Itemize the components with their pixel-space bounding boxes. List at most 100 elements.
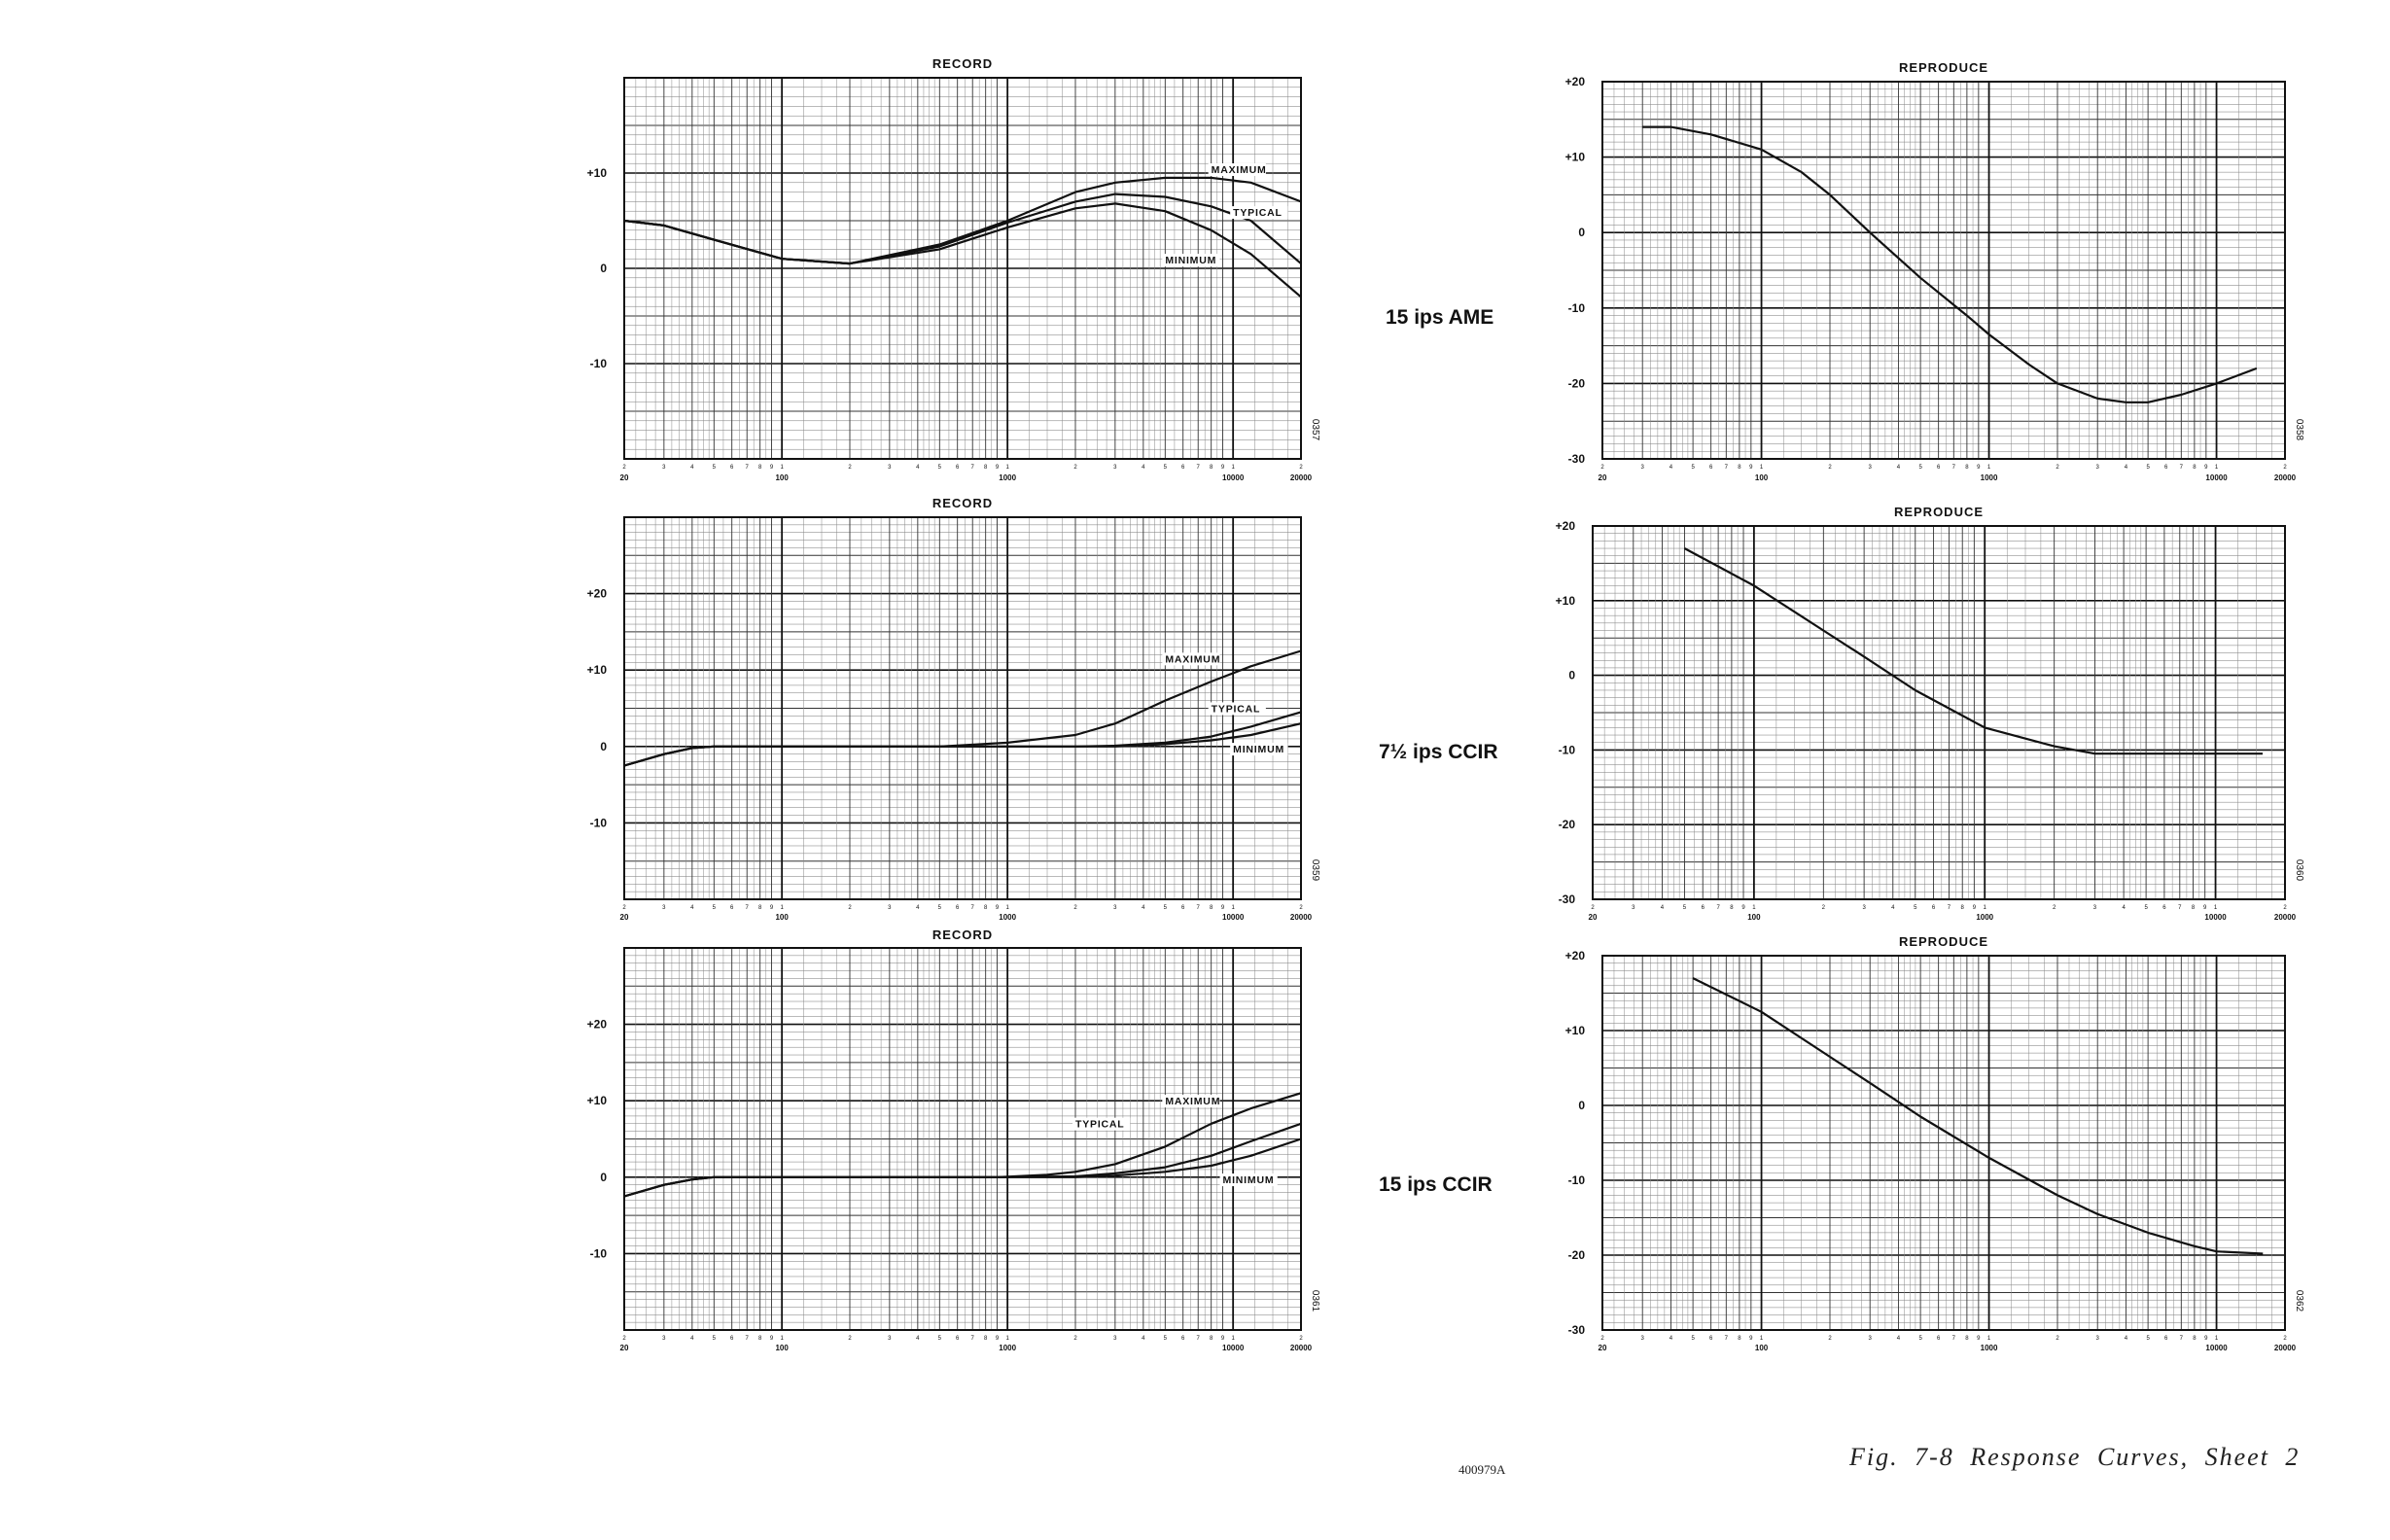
x-multiplier-label: 2 [622, 465, 626, 471]
x-multiplier-label: 4 [916, 905, 920, 911]
x-multiplier-label: 1 [2214, 905, 2218, 911]
x-multiplier-label: 2 [848, 1336, 852, 1342]
x-multiplier-label: 5 [1164, 1336, 1168, 1342]
x-multiplier-label: 9 [1749, 465, 1753, 471]
speed-label-row-1: 15 ips AME [1386, 306, 1494, 329]
x-multiplier-label: 7 [971, 1336, 975, 1342]
x-multiplier-label: 8 [984, 465, 988, 471]
x-tick-label: 100 [775, 913, 789, 922]
grid [1592, 525, 2286, 900]
x-multiplier-label: 5 [1914, 905, 1917, 911]
x-multiplier-label: 1 [1231, 905, 1235, 911]
y-tick-label: -10 [590, 1246, 608, 1260]
x-multiplier-label: 9 [996, 1336, 1000, 1342]
x-multiplier-label: 3 [2096, 465, 2100, 471]
x-multiplier-label: 1 [1231, 465, 1235, 471]
grid [623, 77, 1302, 460]
x-multiplier-label: 2 [1299, 1336, 1303, 1342]
x-tick-label: 100 [775, 1344, 789, 1352]
x-tick-label: 100 [1747, 913, 1761, 922]
series-line-response [1683, 547, 2263, 755]
x-tick-label: 20 [1589, 913, 1598, 922]
x-multiplier-label: 4 [1891, 905, 1895, 911]
x-multiplier-label: 1 [2215, 465, 2219, 471]
y-tick-label: 0 [1578, 226, 1585, 239]
plot-frame [1601, 81, 2286, 460]
series-line-typical [623, 192, 1302, 265]
plot-code: 0359 [1310, 859, 1320, 882]
x-tick-label: 10000 [1222, 473, 1245, 482]
x-multiplier-label: 8 [1738, 1336, 1741, 1342]
x-multiplier-label: 6 [1709, 465, 1713, 471]
x-multiplier-label: 7 [1716, 905, 1720, 911]
x-multiplier-label: 6 [1181, 905, 1185, 911]
x-multiplier-label: 4 [690, 905, 694, 911]
x-multiplier-label: 5 [713, 465, 717, 471]
x-multiplier-label: 2 [1299, 905, 1303, 911]
plot-code: 0358 [2294, 419, 2304, 441]
x-tick-label: 100 [1755, 1344, 1769, 1352]
x-multiplier-label: 7 [1725, 465, 1729, 471]
x-tick-label: 1000 [1976, 913, 1993, 922]
x-multiplier-label: 4 [690, 465, 694, 471]
x-tick-label: 20000 [2274, 913, 2297, 922]
x-multiplier-label: 2 [1073, 465, 1077, 471]
x-tick-label: 20 [620, 473, 629, 482]
x-multiplier-label: 5 [1691, 1336, 1695, 1342]
x-multiplier-label: 4 [2125, 465, 2128, 471]
grid [623, 947, 1302, 1331]
x-multiplier-label: 2 [1299, 465, 1303, 471]
x-multiplier-label: 6 [1181, 1336, 1185, 1342]
x-multiplier-label: 3 [1641, 1336, 1645, 1342]
series-line-minimum [623, 202, 1302, 298]
y-tick-label: -10 [1559, 743, 1576, 756]
x-multiplier-label: 1 [1987, 1336, 1991, 1342]
x-multiplier-label: 4 [1897, 465, 1901, 471]
x-multiplier-label: 4 [2122, 905, 2126, 911]
series-line-response [1642, 125, 2258, 403]
x-multiplier-label: 7 [1948, 905, 1951, 911]
x-multiplier-label: 3 [2093, 905, 2097, 911]
figure-caption: Fig. 7-8 Response Curves, Sheet 2 [1849, 1443, 2301, 1471]
y-tick-label: -20 [1568, 376, 1586, 390]
x-multiplier-label: 6 [1709, 1336, 1713, 1342]
x-multiplier-label: 1 [1987, 465, 1991, 471]
curve-label: TYPICAL [1075, 1119, 1125, 1131]
chart-title: RECORD [932, 56, 993, 71]
x-multiplier-label: 4 [916, 465, 920, 471]
y-tick-label: 0 [1578, 1099, 1585, 1112]
x-tick-label: 1000 [999, 913, 1016, 922]
chart-4: REPRODUCE +20 +10 0 -10 -20 -30 3 4 5 6 7 8 9 1 2 3 4 5 6 7 8… [1556, 505, 2304, 922]
x-multiplier-label: 1 [780, 465, 784, 471]
chart-2: REPRODUCE+20+100-10-20-303 4 5 6 7 8 9 1 2 3 4 5 6 7 8… [1565, 60, 2304, 482]
x-multiplier-label: 5 [1164, 465, 1168, 471]
x-multiplier-label: 3 [888, 465, 892, 471]
curve-label: TYPICAL [1233, 207, 1283, 219]
x-multiplier-label: 9 [1221, 465, 1225, 471]
x-multiplier-label: 6 [956, 1336, 960, 1342]
y-tick-label: +10 [1565, 1024, 1586, 1037]
chart-title: RECORD [932, 928, 993, 942]
x-multiplier-label: 8 [984, 905, 988, 911]
y-tick-label: -10 [1568, 301, 1586, 315]
x-multiplier-label: 7 [1197, 905, 1201, 911]
plot-code: 0361 [1310, 1290, 1320, 1312]
y-tick-label: +20 [1556, 519, 1576, 533]
chart-title: REPRODUCE [1894, 505, 1984, 519]
x-multiplier-label: 2 [1828, 465, 1832, 471]
x-tick-label: 1000 [999, 473, 1016, 482]
curve-label-bg [1230, 206, 1288, 220]
x-multiplier-label: 3 [1113, 465, 1117, 471]
x-multiplier-label: 6 [956, 465, 960, 471]
x-multiplier-label: 5 [1164, 905, 1168, 911]
x-multiplier-label: 7 [971, 465, 975, 471]
x-multiplier-label: 1 [1005, 465, 1009, 471]
x-multiplier-label: 6 [1181, 465, 1185, 471]
y-tick-label: 0 [600, 262, 607, 275]
y-tick-label: 0 [600, 740, 607, 753]
curve-label-bg [1162, 254, 1220, 267]
x-multiplier-label: 8 [1961, 905, 1965, 911]
x-multiplier-label: 1 [1984, 905, 1987, 911]
x-multiplier-label: 7 [971, 905, 975, 911]
y-tick-label: +10 [1565, 151, 1586, 164]
